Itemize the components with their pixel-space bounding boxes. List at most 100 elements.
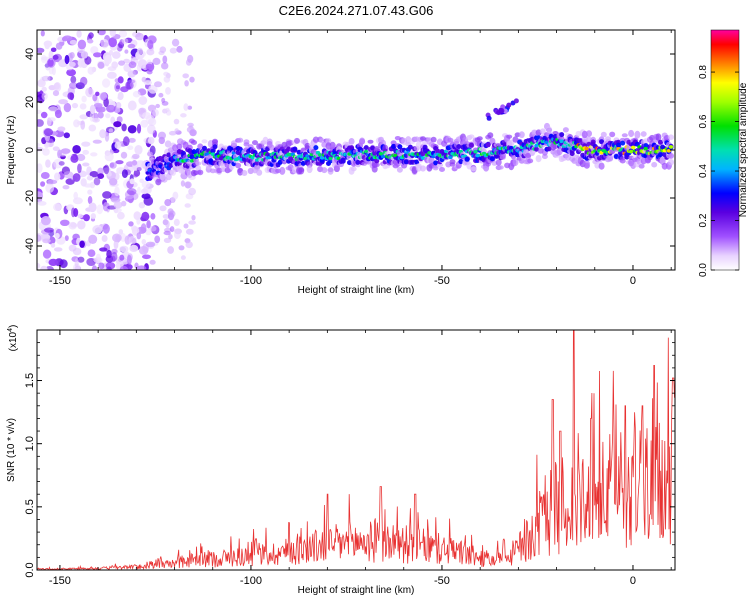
heat-cell [113,207,119,214]
heat-cell [300,160,306,166]
heat-cell [230,140,237,147]
heat-cell [448,155,453,159]
heat-cell [102,191,112,199]
heat-cell [174,128,179,133]
heat-cell [54,172,61,181]
heat-cell [115,160,124,165]
colorbar-tick-label: 0.4 [698,164,709,178]
heat-cell [77,256,85,263]
heat-cell [71,102,79,109]
heat-cell [583,160,590,167]
heat-cell [373,162,380,168]
heat-cell [468,134,475,139]
heat-cell [88,32,94,39]
heat-cell [132,153,140,160]
heat-cell [118,30,128,38]
heat-cell [95,253,101,262]
heat-cell [268,144,275,151]
heat-cell [178,245,185,251]
heat-cell [141,239,147,245]
heat-cell [313,145,319,151]
heat-cell [62,35,73,41]
heat-cell [600,131,607,138]
heat-cell [403,159,409,165]
heat-cell [123,136,130,147]
heat-cell [141,211,150,222]
heat-cell [40,30,45,37]
heat-cell [435,148,441,154]
heat-cell [569,151,575,157]
heat-cell [83,214,90,222]
heat-cell [173,218,180,226]
heat-cell [163,75,171,83]
heat-cell [485,142,491,148]
heat-cell [98,262,105,270]
heat-cell [99,106,106,113]
heat-cell [92,94,98,102]
heat-cell [90,46,99,55]
heat-cell [141,180,151,189]
heat-cell [298,167,305,175]
heat-cell [87,66,95,75]
heat-cell [161,62,169,70]
snr-y-ticks: 0.0 0.5 1.0 1.5 [24,342,675,578]
y-tick-label: 0 [24,147,36,153]
heat-cell [552,144,559,150]
heat-cell [93,52,102,58]
heat-cell [108,37,117,48]
heat-cell [631,145,636,150]
heat-cell [149,259,156,265]
heat-cell [104,54,112,65]
heat-cell [439,167,445,172]
heat-cell [40,181,46,187]
heat-cell [152,109,159,117]
heat-cell [52,90,60,97]
heat-cell [48,50,54,61]
heat-cell [74,258,79,268]
y-tick-label: -40 [24,238,36,254]
heat-cell [147,39,154,50]
heat-cell [109,105,115,110]
heat-cell [102,78,111,88]
heat-cell [97,173,105,180]
heat-cell [102,202,110,212]
heat-cell [146,220,151,229]
heat-cell [99,129,107,139]
heat-cell [136,186,141,196]
heat-cell [120,151,128,159]
heat-cell [134,145,143,155]
heat-cell [489,156,495,162]
heat-cell [69,61,76,67]
heat-cell [630,161,637,169]
heat-cell [433,160,439,166]
snr-y-label: SNR (10 * v/v) [6,418,17,482]
y-tick-label: 1.0 [24,436,36,451]
heat-cell [171,38,180,47]
y-tick-label: 0.5 [24,499,36,514]
figure-title: C2E6.2024.271.07.43.G06 [279,3,434,18]
heat-cell [616,142,621,148]
heat-cell [137,59,148,69]
heat-cell [668,145,674,149]
heat-cell [527,158,534,164]
heat-cell [64,54,70,65]
heat-cell [117,211,125,220]
heat-cell [42,238,51,244]
heat-cell [113,240,119,250]
heat-cell [189,76,195,83]
heat-cell [145,228,152,236]
heat-cell [167,246,175,254]
heat-cell [102,223,110,234]
heat-cell [212,144,218,150]
heat-cell [69,39,77,45]
heat-cell [170,169,176,176]
heat-cell [183,223,189,229]
heat-cell [127,100,137,111]
heat-cell [407,144,413,150]
heat-cell [114,141,122,149]
heat-cell [136,232,142,240]
heat-cell [180,180,185,187]
heat-cell [651,161,658,168]
heat-cell [668,134,674,140]
heat-cell [43,128,54,137]
